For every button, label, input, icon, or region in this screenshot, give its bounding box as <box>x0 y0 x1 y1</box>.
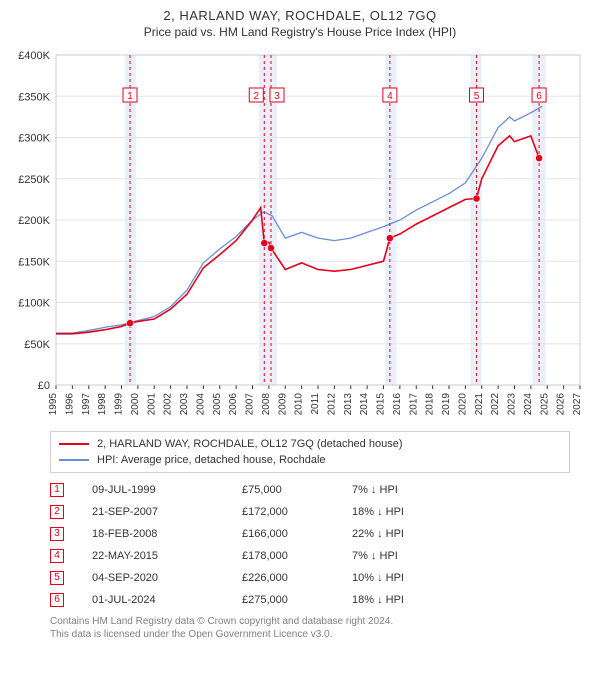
sale-diff: 7% ↓ HPI <box>352 484 472 496</box>
sale-marker-dot <box>386 235 393 242</box>
sale-date: 22-MAY-2015 <box>92 550 242 562</box>
y-tick-label: £200K <box>18 215 50 227</box>
sale-diff: 18% ↓ HPI <box>352 506 472 518</box>
x-tick-label: 1997 <box>81 393 92 416</box>
x-tick-label: 2007 <box>245 393 256 416</box>
sales-table: 109-JUL-1999£75,0007% ↓ HPI221-SEP-2007£… <box>50 479 570 611</box>
legend-swatch <box>59 443 89 445</box>
table-row: 5 04-SEP-2020£226,00010% ↓ HPI <box>50 567 570 589</box>
x-tick-label: 2016 <box>392 393 403 416</box>
x-tick-label: 1999 <box>114 393 125 416</box>
y-tick-label: £350K <box>18 91 50 103</box>
x-tick-label: 2002 <box>163 393 174 416</box>
page-subtitle: Price paid vs. HM Land Registry's House … <box>10 25 590 39</box>
x-tick-label: 2023 <box>507 393 518 416</box>
x-tick-label: 2015 <box>376 393 387 416</box>
sale-diff: 18% ↓ HPI <box>352 594 472 606</box>
price-chart: £0 £50K £100K £150K £200K £250K £300K £350K £400… <box>10 45 590 425</box>
sale-marker-num: 4 <box>387 91 393 102</box>
y-tick-label: £0 <box>38 380 50 392</box>
legend: 2, HARLAND WAY, ROCHDALE, OL12 7GQ (deta… <box>50 431 570 473</box>
sale-marker-num: 5 <box>474 91 480 102</box>
sale-price: £172,000 <box>242 506 352 518</box>
footnote-line: Contains HM Land Registry data © Crown c… <box>50 615 590 628</box>
sale-diff: 22% ↓ HPI <box>352 528 472 540</box>
table-row: 2 21-SEP-2007£172,00018% ↓ HPI <box>50 501 570 523</box>
sale-number-box: 3 <box>50 527 64 541</box>
footnote: Contains HM Land Registry data © Crown c… <box>50 615 590 641</box>
y-tick-label: £100K <box>18 298 50 310</box>
sale-price: £166,000 <box>242 528 352 540</box>
legend-item: HPI: Average price, detached house, Roch… <box>59 452 561 468</box>
y-tick-label: £400K <box>18 50 50 62</box>
y-tick-label: £50K <box>24 339 50 351</box>
sale-price: £178,000 <box>242 550 352 562</box>
x-tick-label: 2004 <box>195 393 206 416</box>
x-tick-label: 2025 <box>539 393 550 416</box>
x-tick-label: 2005 <box>212 393 223 416</box>
sale-marker-dot <box>536 155 543 162</box>
x-tick-label: 2020 <box>457 393 468 416</box>
x-tick-label: 2001 <box>146 393 157 416</box>
sale-price: £226,000 <box>242 572 352 584</box>
sale-date: 18-FEB-2008 <box>92 528 242 540</box>
y-tick-label: £250K <box>18 174 50 186</box>
x-tick-label: 2012 <box>326 393 337 416</box>
x-tick-label: 2003 <box>179 393 190 416</box>
footnote-line: This data is licensed under the Open Gov… <box>50 628 590 641</box>
sale-marker-num: 6 <box>536 91 542 102</box>
x-tick-label: 2014 <box>359 393 370 416</box>
x-tick-label: 2024 <box>523 393 534 416</box>
x-tick-label: 2009 <box>277 393 288 416</box>
sale-number-box: 5 <box>50 571 64 585</box>
x-tick-label: 1998 <box>97 393 108 416</box>
sale-marker-dot <box>127 320 134 327</box>
x-tick-label: 2027 <box>572 393 583 416</box>
sale-marker-num: 2 <box>254 91 260 102</box>
x-tick-label: 1996 <box>64 393 75 416</box>
sale-marker-num: 1 <box>127 91 133 102</box>
x-tick-label: 2006 <box>228 393 239 416</box>
x-tick-label: 2011 <box>310 393 321 415</box>
x-tick-label: 2010 <box>294 393 305 416</box>
table-row: 6 01-JUL-2024£275,00018% ↓ HPI <box>50 589 570 611</box>
table-row: 3 18-FEB-2008£166,00022% ↓ HPI <box>50 523 570 545</box>
sale-number-box: 4 <box>50 549 64 563</box>
sale-diff: 7% ↓ HPI <box>352 550 472 562</box>
sale-price: £275,000 <box>242 594 352 606</box>
sale-number-box: 1 <box>50 483 64 497</box>
sale-date: 21-SEP-2007 <box>92 506 242 518</box>
sale-number-box: 6 <box>50 593 64 607</box>
table-row: 1 09-JUL-1999£75,0007% ↓ HPI <box>50 479 570 501</box>
x-tick-label: 2017 <box>408 393 419 416</box>
x-tick-label: 2019 <box>441 393 452 416</box>
sale-diff: 10% ↓ HPI <box>352 572 472 584</box>
sale-marker-num: 3 <box>274 91 280 102</box>
x-tick-label: 2026 <box>556 393 567 416</box>
legend-swatch <box>59 459 89 461</box>
table-row: 4 22-MAY-2015£178,0007% ↓ HPI <box>50 545 570 567</box>
y-tick-label: £300K <box>18 133 50 145</box>
x-tick-label: 2018 <box>425 393 436 416</box>
sale-marker-dot <box>261 240 268 247</box>
sale-price: £75,000 <box>242 484 352 496</box>
y-tick-label: £150K <box>18 256 50 268</box>
x-tick-label: 2021 <box>474 393 485 416</box>
x-tick-label: 2022 <box>490 393 501 416</box>
legend-label: 2, HARLAND WAY, ROCHDALE, OL12 7GQ (deta… <box>97 438 402 450</box>
sale-marker-dot <box>268 245 275 252</box>
sale-date: 04-SEP-2020 <box>92 572 242 584</box>
page-title: 2, HARLAND WAY, ROCHDALE, OL12 7GQ <box>10 8 590 23</box>
legend-label: HPI: Average price, detached house, Roch… <box>97 454 326 466</box>
x-tick-label: 2013 <box>343 393 354 416</box>
x-tick-label: 2008 <box>261 393 272 416</box>
x-tick-label: 1995 <box>48 393 59 416</box>
sale-number-box: 2 <box>50 505 64 519</box>
sale-date: 09-JUL-1999 <box>92 484 242 496</box>
legend-item: 2, HARLAND WAY, ROCHDALE, OL12 7GQ (deta… <box>59 436 561 452</box>
x-tick-label: 2000 <box>130 393 141 416</box>
sale-marker-dot <box>473 195 480 202</box>
sale-date: 01-JUL-2024 <box>92 594 242 606</box>
